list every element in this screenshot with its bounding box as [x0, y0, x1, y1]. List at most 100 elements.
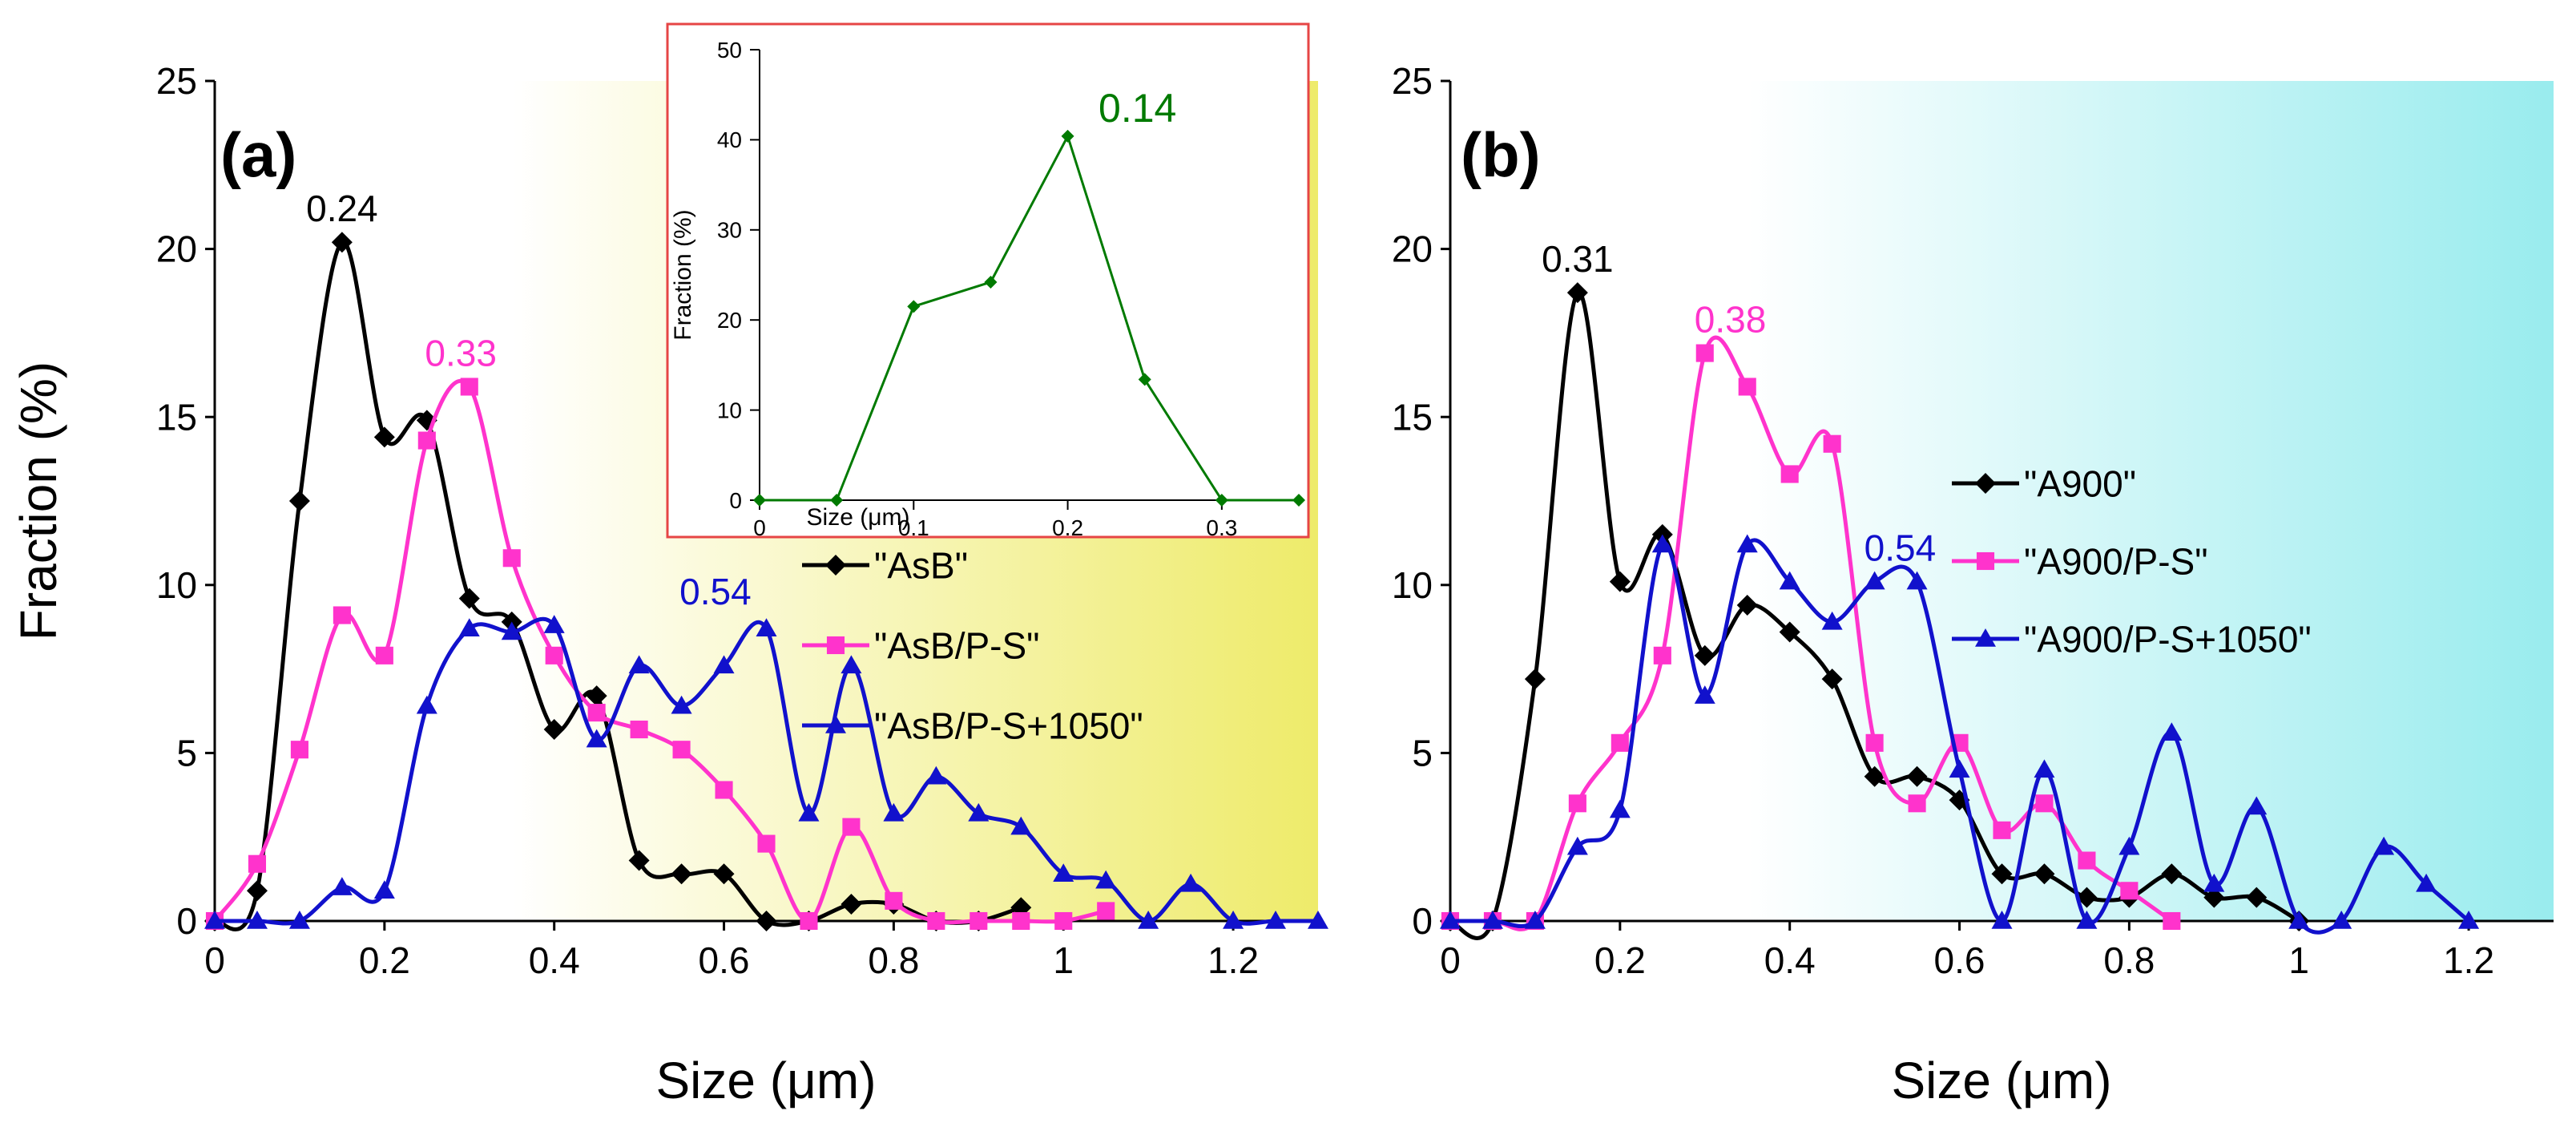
- data-point: [1611, 733, 1629, 752]
- data-point: [1949, 759, 1970, 778]
- y-tick-label: 0: [729, 488, 742, 513]
- plot-area: [760, 50, 1299, 500]
- data-point: [2373, 836, 2395, 855]
- data-point: [1524, 669, 1546, 690]
- legend-entry: "AsB/P-S": [874, 625, 1039, 667]
- data-point: [1779, 571, 1800, 590]
- data-point: [502, 549, 521, 568]
- data-point: [2203, 887, 2225, 908]
- x-axis-label: Size (μm): [655, 1052, 876, 1109]
- data-point: [543, 719, 565, 741]
- y-tick-label: 40: [717, 127, 742, 152]
- data-point: [671, 863, 692, 885]
- data-point: [2035, 794, 2054, 813]
- data-point: [2076, 887, 2098, 908]
- legend-marker: [1976, 551, 1995, 571]
- y-tick-label: 20: [1392, 228, 1433, 270]
- data-point: [841, 655, 862, 674]
- data-point: [2288, 911, 2310, 929]
- data-point: [2120, 882, 2139, 900]
- data-point: [1823, 434, 1841, 453]
- x-tick-label: 0.3: [1206, 515, 1237, 540]
- data-point: [1694, 644, 1715, 666]
- x-tick-label: 0.8: [2103, 939, 2155, 981]
- data-point: [1308, 911, 1328, 929]
- y-tick-label: 10: [717, 398, 742, 422]
- data-point: [1780, 465, 1799, 483]
- data-point: [756, 618, 777, 637]
- peak-label: 0.24: [306, 188, 378, 229]
- data-point: [458, 588, 480, 609]
- x-tick-label: 0.8: [868, 939, 919, 981]
- x-tick-label: 0: [753, 515, 766, 540]
- x-tick-label: 0.6: [699, 939, 750, 981]
- y-tick-label: 15: [156, 396, 197, 438]
- legend-marker: [1975, 628, 1996, 647]
- data-point: [288, 911, 310, 929]
- data-point: [798, 802, 820, 822]
- data-point: [1095, 870, 1117, 889]
- data-point: [1865, 733, 1884, 752]
- data-point: [1180, 873, 1202, 892]
- data-point: [970, 911, 988, 931]
- data-point: [1653, 646, 1671, 664]
- data-point: [1054, 911, 1073, 931]
- data-point: [1821, 669, 1843, 690]
- data-point: [290, 741, 308, 759]
- data-point: [628, 850, 650, 871]
- data-point: [458, 618, 480, 637]
- y-axis-label: Fraction (%): [10, 362, 67, 641]
- peak-label: 0.33: [425, 332, 497, 374]
- data-point: [246, 911, 268, 929]
- x-tick-label: 1.2: [2443, 939, 2494, 981]
- data-point: [1440, 911, 1461, 929]
- data-point: [984, 275, 998, 289]
- peak-label: 0.31: [1542, 238, 1614, 280]
- x-tick-label: 1.2: [1207, 939, 1259, 981]
- x-axis-label: Size (μm): [1891, 1052, 2111, 1109]
- x-axis-label: Size (μm): [807, 504, 910, 531]
- series-line-0: [760, 135, 1299, 502]
- data-point: [1864, 765, 1885, 787]
- data-point: [927, 911, 945, 931]
- data-point: [1821, 611, 1843, 630]
- data-point: [586, 685, 607, 707]
- data-point: [2034, 863, 2055, 885]
- data-point: [246, 880, 268, 902]
- y-tick-label: 5: [1412, 733, 1433, 774]
- data-point: [968, 802, 990, 822]
- x-tick-label: 1: [2288, 939, 2309, 981]
- data-point: [248, 854, 267, 873]
- data-point: [204, 911, 225, 929]
- plot-area: [1450, 81, 2554, 921]
- data-point: [800, 911, 818, 931]
- series-line-1: [1449, 335, 2173, 931]
- data-point: [1053, 863, 1074, 883]
- data-point: [587, 704, 606, 722]
- data-point: [671, 695, 692, 714]
- data-point: [672, 741, 691, 759]
- peak-label: 0.14: [1099, 86, 1176, 131]
- data-point: [1694, 685, 1715, 704]
- data-point: [1097, 902, 1115, 920]
- panel-label: (a): [220, 119, 296, 190]
- peak-label: 0.38: [1695, 299, 1767, 341]
- data-point: [2161, 863, 2183, 885]
- data-point: [288, 491, 310, 511]
- data-point: [628, 655, 650, 674]
- data-point: [713, 655, 735, 674]
- series-line-0: [1449, 290, 2300, 940]
- legend-entry: "AsB": [874, 545, 968, 587]
- x-tick-label: 0.1: [898, 515, 929, 540]
- data-point: [1651, 534, 1673, 553]
- data-point: [1906, 571, 1928, 590]
- legend-entry: "A900/P-S+1050": [2024, 619, 2312, 660]
- data-point: [1738, 378, 1756, 396]
- chart-panel-inset: 0 10 20 30 40 50 0 0.1 0.2 0.3 Fraction (%) Size (μ…: [666, 22, 1310, 540]
- data-point: [1010, 816, 1032, 835]
- data-point: [1736, 534, 1758, 553]
- data-point: [2163, 911, 2181, 931]
- data-point: [460, 378, 478, 396]
- x-tick-label: 0.2: [1594, 939, 1646, 981]
- y-tick-label: 20: [156, 228, 197, 270]
